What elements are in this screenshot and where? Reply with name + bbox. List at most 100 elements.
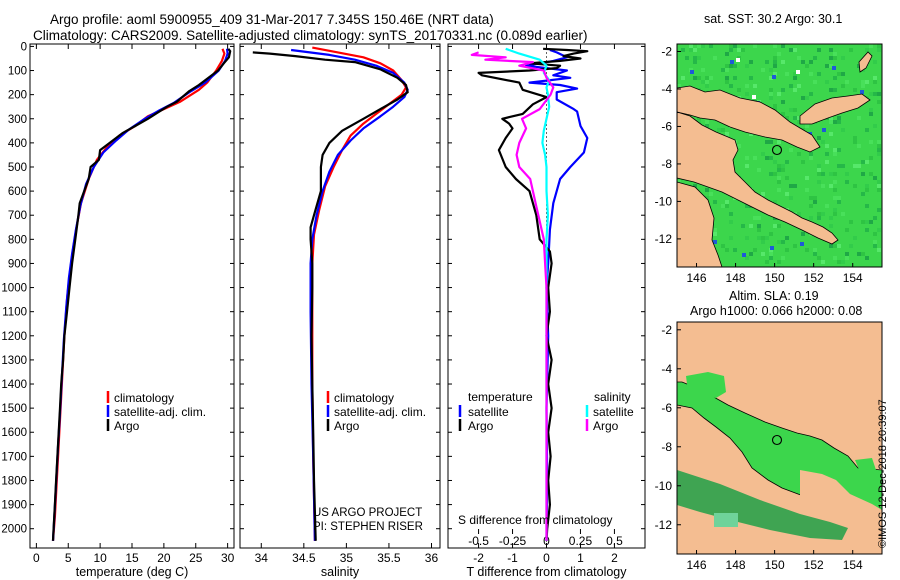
sla-map-frame (676, 321, 883, 555)
sst-pixel (733, 44, 737, 48)
sst-pixel (769, 88, 773, 92)
sst-pixel (817, 172, 821, 176)
sst-pixel (833, 212, 837, 216)
sst-pixel (777, 168, 781, 172)
sst-pixel (677, 84, 681, 88)
sst-pixel (697, 56, 701, 60)
sst-pixel (865, 80, 869, 84)
header-line-1: Argo profile: aoml 5900955_409 31-Mar-20… (50, 12, 494, 27)
sst-pixel (729, 236, 733, 240)
sst-pixel (733, 248, 737, 252)
sst-pixel (733, 64, 737, 68)
map-ytick-label: -10 (655, 479, 673, 493)
depth-tick-label: 700 (8, 210, 27, 222)
temperature-xtick-label: 10 (93, 551, 107, 565)
sst-pixel (833, 52, 837, 56)
sst-pixel (797, 116, 801, 120)
sst-pixel (789, 184, 793, 188)
sst-cool-pixel (742, 253, 746, 257)
sst-pixel (769, 140, 773, 144)
sst-pixel (853, 88, 857, 92)
sst-pixel (861, 80, 865, 84)
sst-cool-pixel (860, 90, 864, 94)
depth-tick-label: 0 (21, 41, 27, 53)
project-annotation-2: PI: STEPHEN RISER (313, 521, 423, 533)
sst-pixel (793, 72, 797, 76)
sst-pixel (777, 240, 781, 244)
sst-pixel (837, 148, 841, 152)
sst-pixel (865, 188, 869, 192)
sst-pixel (817, 72, 821, 76)
sst-pixel (757, 168, 761, 172)
sst-pixel (833, 56, 837, 60)
map-ytick-label: -12 (655, 518, 673, 532)
sst-map: 146 148 150 152 154 -2 -4 -6 -8 -10 -12 (655, 43, 883, 285)
sst-land-png-south (676, 111, 839, 245)
sst-pixel (677, 180, 681, 184)
sst-pixel (797, 84, 801, 88)
sst-pixel (805, 64, 809, 68)
map-ytick-label: -2 (661, 44, 672, 58)
sst-pixel (793, 244, 797, 248)
sst-pixel (817, 256, 821, 260)
depth-tick-label: 200 (8, 90, 27, 102)
map-xtick-label: 146 (687, 558, 707, 572)
sst-pixel (765, 260, 769, 264)
sst-pixel (757, 236, 761, 240)
sst-pixel (761, 240, 765, 244)
temperature-xtick-label: 5 (65, 551, 72, 565)
sst-pixel (693, 184, 697, 188)
sst-pixel (793, 88, 797, 92)
sst-pixel (829, 120, 833, 124)
temperature-xtick-label: 25 (189, 551, 203, 565)
sst-pixel (849, 220, 853, 224)
sst-pixel (869, 44, 873, 48)
difference-s-tick-label: -0.5 (468, 534, 489, 548)
sst-pixel (833, 148, 837, 152)
depth-tick-label: 800 (8, 234, 27, 246)
sst-pixel (837, 200, 841, 204)
sst-pixel (729, 212, 733, 216)
salinity-xlabel: salinity (321, 565, 360, 579)
sst-pixel (681, 48, 685, 52)
difference-xtick-label: 1 (577, 551, 584, 565)
map-ytick-label: -2 (661, 323, 672, 337)
sst-pixel (761, 192, 765, 196)
temperature-panel: 0 5 10 15 20 25 300100200300400500600700800900… (1, 41, 234, 579)
legend-argo: Argo (114, 419, 140, 433)
sst-pixel (857, 164, 861, 168)
sal-legend-climatology: climatology (334, 391, 394, 405)
sst-pixel (853, 184, 857, 188)
sst-pixel (705, 80, 709, 84)
sla-teal-patch (714, 513, 738, 527)
sst-pixel (837, 116, 841, 120)
salinity-legend: climatology satellite-adj. clim. Argo US… (313, 391, 426, 533)
sst-pixel (701, 80, 705, 84)
sst-pixel (745, 92, 749, 96)
series-satellite-adj-clim- (290, 48, 409, 541)
sst-pixel (721, 128, 725, 132)
sst-pixel (877, 44, 881, 48)
sst-pixel (841, 164, 845, 168)
sst-pixel (729, 220, 733, 224)
sst-pixel (769, 96, 773, 100)
difference-s-tick-label: 0.5 (606, 534, 623, 548)
sst-pixel (869, 140, 873, 144)
sst-pixel (861, 192, 865, 196)
map-xtick-label: 152 (804, 271, 824, 285)
sst-pixel (833, 208, 837, 212)
sst-pixel (801, 160, 805, 164)
sst-pixel (777, 140, 781, 144)
sst-pixel (877, 100, 881, 104)
sst-pixel (869, 108, 873, 112)
sst-pixel (841, 260, 845, 264)
sst-pixel (829, 48, 833, 52)
sst-cool-pixel (690, 70, 694, 74)
series-argo (51, 48, 232, 541)
map-xtick-label: 152 (804, 558, 824, 572)
sst-land-newbritain (799, 93, 871, 125)
sst-pixel (757, 228, 761, 232)
sst-pixel (805, 124, 809, 128)
sst-cool-pixel (713, 240, 717, 244)
sst-pixel (833, 188, 837, 192)
